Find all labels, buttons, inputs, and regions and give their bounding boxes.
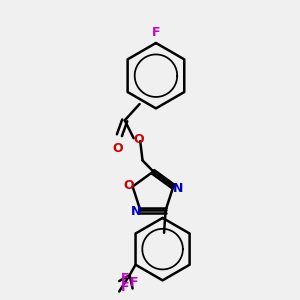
Text: F: F (121, 272, 129, 285)
Text: F: F (152, 26, 160, 38)
Text: N: N (131, 206, 141, 218)
Text: O: O (112, 142, 123, 155)
Text: O: O (134, 133, 144, 146)
Text: F: F (121, 280, 129, 293)
Text: O: O (124, 178, 134, 192)
Text: N: N (172, 182, 183, 194)
Text: F: F (130, 276, 138, 289)
